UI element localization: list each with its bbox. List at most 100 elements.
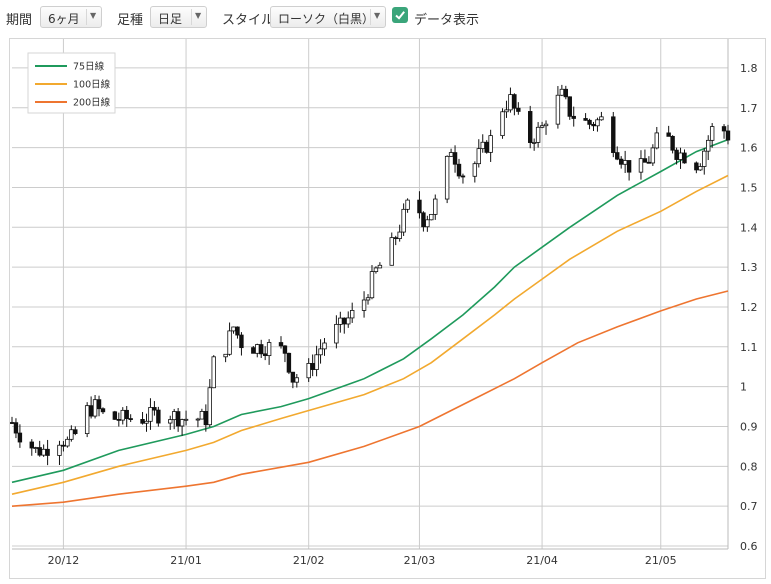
candle-body — [199, 411, 205, 420]
candle-body — [444, 155, 450, 200]
interval-dropdown[interactable]: 日足 ▼ — [150, 6, 207, 28]
interval-value: 日足 — [158, 12, 183, 26]
candle-body — [702, 150, 707, 167]
candle-body — [484, 141, 489, 153]
period-value: 6ヶ月 — [48, 12, 80, 26]
candle-body — [377, 264, 383, 269]
candle-body — [611, 116, 616, 153]
candle-body — [456, 163, 462, 177]
chevron-down-icon: ▼ — [90, 11, 97, 20]
toolbar: 期間 6ヶ月 ▼ 足種 日足 ▼ スタイル ローソク（白黒） ▼ データ表示 — [0, 0, 771, 34]
x-tick-label: 21/02 — [293, 554, 325, 567]
legend-label: 75日線 — [73, 61, 105, 73]
candle-body — [9, 422, 15, 424]
candle-body — [563, 88, 569, 98]
candle-body — [369, 271, 375, 299]
candle-body — [421, 212, 426, 228]
candle-body — [626, 160, 632, 173]
candle-body — [346, 317, 351, 325]
ma-line-100 — [11, 174, 729, 495]
candle-body — [539, 125, 545, 128]
candle-body — [567, 96, 572, 117]
y-tick-label: 0.6 — [740, 540, 758, 553]
candle-body — [45, 448, 50, 456]
candle-body — [528, 111, 533, 143]
candle-body — [88, 405, 94, 417]
candle-body — [338, 317, 343, 325]
candle-body — [429, 213, 434, 221]
y-axis-labels: 0.6 0.7 0.8 0.9 1 1.1 1.2 1.3 1.4 1.5 1.6 1.7 1.8 — [740, 62, 758, 553]
candle-body — [460, 175, 466, 178]
candle-body — [559, 88, 565, 96]
x-tick-label: 21/03 — [404, 554, 436, 567]
price-chart: 0.6 0.7 0.8 0.9 1 1.1 1.2 1.3 1.4 1.5 1.6 1.7 1.8 20… — [9, 39, 758, 567]
candle-body — [322, 342, 327, 350]
candle-body — [389, 237, 394, 266]
y-tick-label: 0.8 — [740, 460, 758, 473]
candle-body — [179, 419, 185, 427]
candle-body — [448, 152, 454, 157]
candle-body — [488, 135, 493, 153]
candle-body — [116, 419, 122, 421]
candle-body — [195, 418, 201, 421]
candle-body — [223, 353, 228, 358]
candle-body — [100, 408, 106, 413]
period-dropdown[interactable]: 6ヶ月 ▼ — [40, 6, 102, 28]
candle-body — [599, 116, 604, 121]
candle-body — [618, 158, 624, 165]
legend-label: 200日線 — [73, 97, 111, 109]
candle-body — [65, 438, 70, 447]
y-tick-label: 1.6 — [740, 142, 758, 155]
grid — [12, 39, 729, 550]
candle-body — [278, 342, 284, 347]
data-display-checkbox[interactable] — [392, 7, 408, 23]
candle-body — [29, 441, 34, 449]
legend-label: 100日線 — [73, 79, 111, 91]
style-dropdown[interactable]: ローソク（白黒） ▼ — [270, 6, 386, 28]
candle-body — [41, 448, 46, 456]
candle-body — [211, 356, 216, 389]
candle-body — [674, 149, 679, 160]
candle-body — [282, 345, 288, 354]
x-axis-labels: 20/12 21/01 21/02 21/03 21/04 21/05 — [48, 554, 677, 567]
moving-average-lines — [11, 138, 729, 507]
candle-body — [452, 152, 458, 165]
candle-body — [361, 299, 367, 311]
y-tick-label: 0.7 — [740, 500, 758, 513]
y-tick-label: 1.8 — [740, 62, 758, 75]
candle-body — [259, 344, 264, 355]
y-tick-label: 0.9 — [740, 420, 758, 433]
candle-body — [175, 411, 181, 427]
ma-line-200 — [11, 290, 729, 507]
candle-body — [124, 409, 129, 419]
candle-body — [33, 447, 38, 449]
style-value: ローソク（白黒） — [278, 12, 375, 26]
candle-body — [17, 432, 23, 443]
candle-body — [61, 444, 66, 447]
candle-body — [183, 418, 189, 421]
candle-body — [144, 420, 149, 424]
candle-body — [73, 429, 78, 435]
candle-body — [595, 119, 600, 127]
ma-line-75 — [11, 138, 729, 484]
legend: 75日線 100日線 200日線 — [27, 52, 116, 114]
candle-body — [535, 126, 541, 143]
candle-body — [615, 152, 620, 160]
candle-body — [314, 354, 319, 370]
check-icon — [395, 11, 405, 20]
period-label: 期間 — [6, 13, 33, 28]
candle-body — [128, 418, 133, 420]
candle-body — [140, 418, 145, 424]
candle-body — [266, 342, 272, 357]
candle-body — [417, 199, 422, 214]
candle-body — [555, 94, 561, 125]
candlesticks — [9, 84, 731, 466]
candle-body — [433, 198, 438, 215]
candle-body — [622, 160, 628, 165]
candle-body — [57, 444, 62, 456]
candle-body — [294, 377, 300, 383]
y-tick-label: 1.2 — [740, 301, 758, 314]
candle-body — [480, 141, 485, 150]
candle-body — [262, 353, 268, 357]
candle-body — [318, 348, 323, 356]
